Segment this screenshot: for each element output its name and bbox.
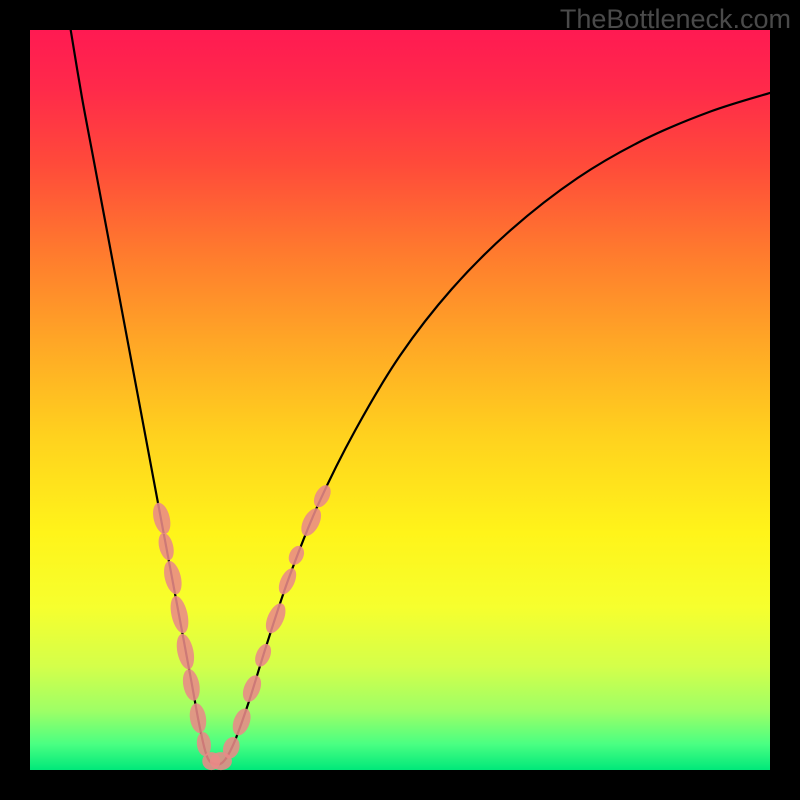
data-marker <box>167 594 191 635</box>
plot-area <box>30 30 770 770</box>
watermark-text: TheBottleneck.com <box>560 4 791 35</box>
bottleneck-curve <box>71 30 770 764</box>
data-marker <box>239 673 264 705</box>
marker-group <box>150 482 334 770</box>
data-marker <box>275 566 300 597</box>
data-marker <box>188 702 208 734</box>
data-marker <box>297 505 325 539</box>
data-marker <box>286 543 307 567</box>
data-marker <box>150 501 173 536</box>
chart-overlay <box>30 30 770 770</box>
data-marker <box>252 642 274 670</box>
data-marker <box>180 668 202 702</box>
data-marker <box>310 482 334 510</box>
data-marker <box>156 531 176 562</box>
data-marker <box>174 632 197 671</box>
data-marker <box>262 600 290 636</box>
data-marker <box>229 706 254 738</box>
data-marker <box>161 559 185 596</box>
chart-container: TheBottleneck.com <box>0 0 800 800</box>
